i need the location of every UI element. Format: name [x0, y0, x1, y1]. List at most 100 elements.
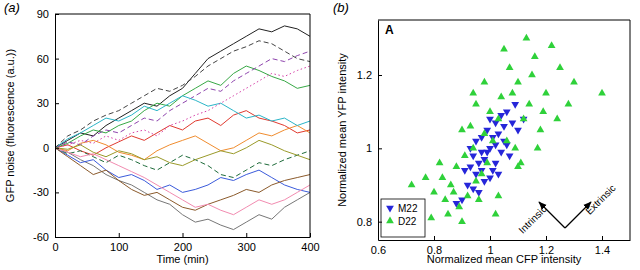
scatter-point: [520, 115, 528, 122]
scatter-point: [565, 100, 573, 107]
scatter-point: [461, 168, 469, 175]
panel: 0100200300400-60-300306090Time (min)GFP …: [4, 0, 320, 265]
tick-label: 300: [238, 241, 256, 253]
scatter-point: [467, 122, 475, 129]
tick-label: 200: [174, 241, 192, 253]
series-line: [55, 126, 310, 160]
scatter-point: [481, 179, 489, 186]
tick-mark: [55, 237, 59, 238]
scatter-point: [506, 63, 514, 70]
scatter-point: [523, 34, 531, 41]
scatter-point: [509, 89, 517, 96]
scatter-point: [489, 137, 497, 144]
scatter-point: [461, 151, 469, 158]
axis-line: [55, 15, 56, 238]
tick-mark: [55, 192, 59, 193]
tick-label: -30: [33, 186, 49, 198]
scatter-point: [475, 161, 483, 168]
figure: 0100200300400-60-300306090Time (min)GFP …: [0, 0, 640, 270]
legend-box: [381, 199, 425, 237]
tick-label: 0.8: [357, 216, 372, 228]
scatter-point: [514, 78, 522, 85]
scatter-point: [528, 71, 536, 78]
legend-symbol: [386, 217, 394, 224]
annotation: A: [385, 23, 394, 37]
tick: 1.2: [357, 69, 382, 81]
scatter-point: [503, 142, 511, 149]
scatter-point: [570, 78, 578, 85]
scatter-point: [450, 188, 458, 195]
scatter-point: [500, 45, 508, 52]
scatter-point: [497, 93, 505, 100]
tick: -60: [33, 231, 59, 243]
legend: M22D22: [381, 199, 425, 237]
scatter-point: [495, 115, 503, 122]
y-axis: 0.8 1 1.2: [357, 21, 382, 241]
scatter-point: [472, 177, 480, 184]
y-axis-title: GFP noise (fluorescence (a.u.)): [4, 49, 16, 202]
series-line: [55, 111, 310, 156]
tick-label: 60: [37, 53, 49, 65]
annotation: Intrinsic: [516, 203, 548, 235]
scatter-point: [430, 188, 438, 195]
scatter-point: [556, 63, 564, 70]
tick-label: 1.4: [595, 244, 610, 256]
plot-area: [55, 26, 310, 230]
scatter-point: [453, 162, 461, 169]
x-axis-title: Time (min): [156, 253, 208, 265]
scatter-point: [525, 100, 533, 107]
scatter-point: [503, 137, 511, 144]
tick-label: 0: [43, 142, 49, 154]
scatter-point: [548, 41, 556, 48]
scatter-point: [483, 159, 491, 166]
plot-frame: [55, 14, 310, 15]
scatter-point: [503, 109, 511, 116]
tick-mark: [55, 148, 59, 149]
scatter-point: [455, 203, 463, 210]
tick: -30: [33, 186, 59, 198]
tick-mark: [602, 236, 603, 240]
scatter-point: [489, 168, 497, 175]
tick-mark: [119, 233, 120, 237]
tick-mark: [546, 236, 547, 240]
legend-label: D22: [398, 216, 417, 227]
tick-mark: [378, 75, 382, 76]
tick-mark: [55, 103, 59, 104]
legend-label: M22: [398, 203, 418, 214]
scatter-point: [469, 144, 477, 151]
scatter-point: [422, 173, 430, 180]
scatter-point: [539, 107, 547, 114]
plot-area: [408, 34, 606, 224]
scatter-point: [553, 115, 561, 122]
scatter-point: [514, 128, 522, 135]
y-axis-title: Normalized mean YFP intensity: [336, 53, 348, 207]
tick: 0: [43, 142, 59, 154]
scatter-point: [517, 159, 525, 166]
series-line: [55, 140, 310, 165]
scatter-point: [497, 150, 505, 157]
tick-label: 1: [366, 142, 372, 154]
scatter-point: [511, 102, 519, 109]
scatter-point: [531, 52, 539, 59]
annotation: Extrinsic: [583, 182, 618, 217]
scatter-point: [436, 159, 444, 166]
tick: 60: [37, 53, 59, 65]
tick: 30: [37, 97, 59, 109]
series-line: [55, 148, 310, 230]
panel-label: (a): [4, 0, 20, 15]
series-line: [55, 66, 310, 148]
scatter-point: [492, 120, 500, 127]
tick: 1.4: [595, 236, 610, 256]
scatter-point: [483, 150, 491, 157]
scatter-point: [441, 195, 449, 202]
tick: 200: [174, 233, 192, 253]
series-line: [55, 51, 310, 148]
tick-label: 100: [110, 241, 128, 253]
scatter-point: [495, 192, 503, 199]
scatter-point: [506, 153, 514, 160]
tick-mark: [246, 233, 247, 237]
scatter-point: [537, 126, 545, 133]
plot-frame: [630, 20, 631, 240]
axis-line: [379, 240, 631, 241]
scatter-point: [469, 89, 477, 96]
